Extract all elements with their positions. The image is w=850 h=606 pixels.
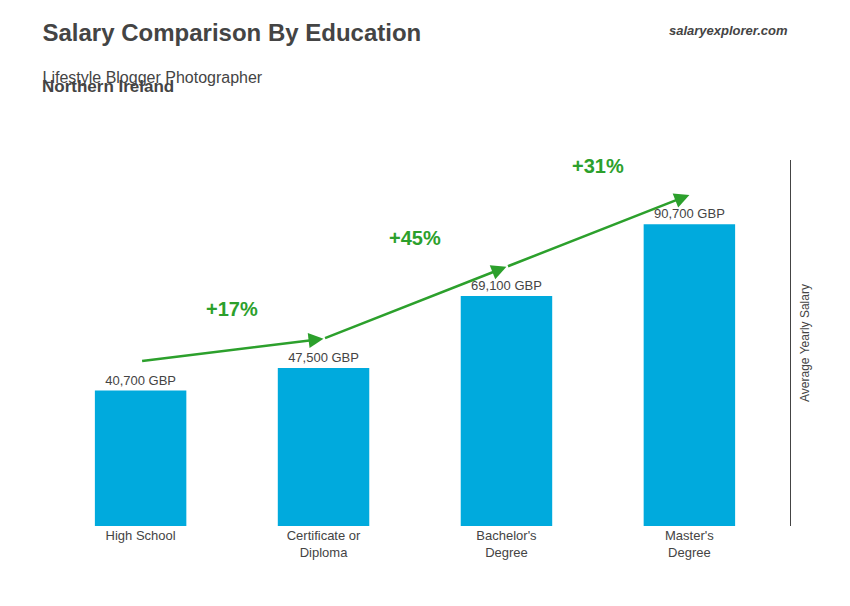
svg-text:Lifestyle Blogger Photographer: Lifestyle Blogger Photographer bbox=[43, 69, 263, 86]
svg-text:+17%: +17% bbox=[206, 298, 258, 320]
svg-text:90,700 GBP: 90,700 GBP bbox=[654, 206, 725, 221]
svg-text:+45%: +45% bbox=[389, 227, 441, 249]
svg-text:Certificate orDiploma: Certificate orDiploma bbox=[287, 528, 361, 560]
svg-text:Salary Comparison By Education: Salary Comparison By Education bbox=[43, 19, 422, 46]
svg-text:+31%: +31% bbox=[572, 155, 624, 177]
svg-text:Average Yearly Salary: Average Yearly Salary bbox=[798, 284, 812, 402]
svg-text:69,100 GBP: 69,100 GBP bbox=[471, 278, 542, 293]
svg-text:40,700 GBP: 40,700 GBP bbox=[105, 373, 176, 388]
svg-text:Northern Ireland: Northern Ireland bbox=[42, 77, 174, 96]
svg-text:Bachelor'sDegree: Bachelor'sDegree bbox=[476, 528, 537, 560]
svg-text:salaryexplorer.com: salaryexplorer.com bbox=[669, 23, 788, 38]
svg-text:Master'sDegree: Master'sDegree bbox=[665, 528, 714, 560]
svg-text:High School: High School bbox=[106, 528, 176, 543]
svg-text:47,500 GBP: 47,500 GBP bbox=[288, 350, 359, 365]
